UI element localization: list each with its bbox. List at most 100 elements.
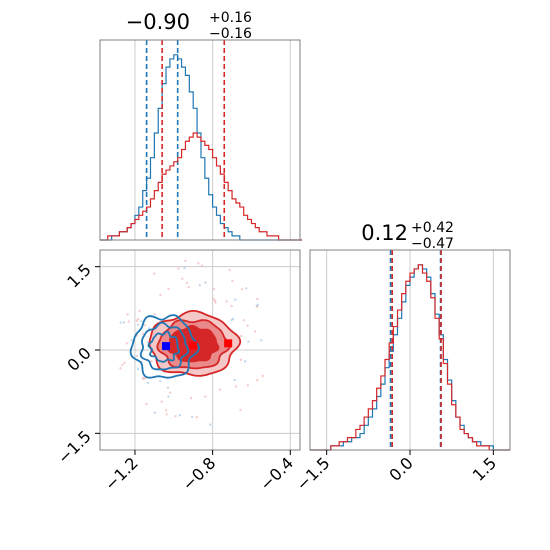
scatter-point bbox=[243, 360, 247, 363]
joint-contour-panel: −1.2 −0.8 −0.4 1.5 0.0 −1.5 bbox=[54, 249, 301, 494]
scatter-point bbox=[190, 415, 194, 419]
histogram-step-series-1 bbox=[310, 264, 510, 451]
scatter-point bbox=[145, 402, 148, 406]
scatter-point bbox=[127, 320, 130, 323]
scatter-point bbox=[225, 300, 228, 303]
scatter-point bbox=[239, 358, 243, 361]
scatter-point bbox=[153, 313, 156, 316]
scatter-point bbox=[183, 266, 186, 270]
scatter-point bbox=[239, 334, 243, 338]
title-x-sub: −0.16 bbox=[209, 26, 252, 42]
x-tick-label: 0.0 bbox=[385, 453, 416, 484]
scatter-point bbox=[136, 367, 140, 371]
scatter-point bbox=[122, 321, 126, 324]
y-tick-label: 0.0 bbox=[63, 343, 94, 374]
scatter-point bbox=[228, 268, 231, 272]
scatter-point bbox=[169, 391, 172, 394]
scatter-point bbox=[140, 319, 143, 323]
title-y: 0.12 +0.42 −0.47 bbox=[361, 220, 454, 252]
y-tick-label: −1.5 bbox=[54, 427, 95, 468]
scatter-point bbox=[204, 281, 207, 284]
scatter-point bbox=[119, 321, 122, 324]
scatter-point bbox=[123, 361, 126, 364]
scatter-point bbox=[209, 423, 212, 426]
scatter-point bbox=[235, 385, 238, 388]
scatter-point bbox=[181, 277, 184, 280]
scatter-point bbox=[212, 297, 215, 301]
title-x: −0.90 +0.16 −0.16 bbox=[126, 10, 252, 42]
scatter-point bbox=[245, 287, 248, 290]
scatter-point bbox=[256, 378, 259, 382]
scatter-point bbox=[256, 297, 259, 301]
title-y-sup: +0.42 bbox=[411, 220, 454, 236]
title-y-main: 0.12 bbox=[361, 221, 408, 245]
scatter-point bbox=[165, 413, 168, 416]
scatter-point bbox=[184, 259, 187, 263]
scatter-point bbox=[130, 339, 133, 342]
scatter-point bbox=[242, 318, 246, 322]
scatter-point bbox=[246, 384, 249, 387]
blue-contour-2 bbox=[147, 330, 181, 363]
scatter-point bbox=[195, 415, 199, 419]
scatter-point bbox=[261, 374, 265, 378]
scatter-point bbox=[213, 299, 217, 302]
x-tick-label: 1.5 bbox=[469, 453, 500, 484]
scatter-point bbox=[246, 324, 249, 327]
scatter-point bbox=[159, 379, 162, 383]
scatter-point bbox=[135, 319, 139, 323]
scatter-point bbox=[150, 359, 153, 363]
scatter-point bbox=[212, 287, 216, 291]
scatter-point bbox=[260, 339, 263, 342]
scatter-point bbox=[136, 317, 140, 321]
scatter-point bbox=[241, 288, 244, 291]
scatter-point bbox=[167, 395, 170, 398]
scatter-point bbox=[230, 304, 233, 308]
title-y-sub: −0.47 bbox=[411, 236, 454, 252]
scatter-point bbox=[247, 340, 250, 343]
x-tick-label: −0.8 bbox=[179, 453, 220, 494]
scatter-point bbox=[167, 287, 170, 291]
scatter-point bbox=[121, 363, 124, 367]
scatter-point bbox=[119, 367, 122, 370]
scatter-point bbox=[164, 409, 168, 412]
scatter-point bbox=[239, 408, 242, 412]
scatter-point bbox=[126, 313, 129, 316]
scatter-point bbox=[135, 354, 139, 357]
scatter-point bbox=[218, 388, 222, 391]
blue-center-marker bbox=[162, 342, 171, 351]
x-tick-label: −1.2 bbox=[101, 453, 142, 494]
scatter-point bbox=[255, 305, 259, 308]
scatter-point bbox=[153, 411, 157, 414]
scatter-point bbox=[200, 264, 204, 267]
blue-contour-0 bbox=[129, 314, 200, 379]
title-x-main: −0.90 bbox=[126, 10, 190, 34]
scatter-point bbox=[160, 400, 164, 403]
histogram-panel-y: −1.5 0.0 1.5 bbox=[293, 249, 511, 494]
scatter-point bbox=[234, 298, 237, 301]
scatter-point bbox=[185, 281, 189, 284]
x-tick-label: −1.5 bbox=[293, 453, 334, 494]
scatter-point bbox=[256, 303, 260, 306]
scatter-point bbox=[231, 317, 235, 321]
scatter-point bbox=[159, 293, 162, 297]
red-center-marker-0 bbox=[189, 341, 198, 350]
panel-frame bbox=[99, 39, 301, 241]
title-x-sup: +0.16 bbox=[209, 10, 252, 26]
scatter-point bbox=[174, 415, 177, 418]
scatter-point bbox=[136, 323, 140, 326]
scatter-point bbox=[254, 330, 257, 333]
scatter-point bbox=[189, 396, 193, 400]
scatter-point bbox=[141, 377, 145, 381]
histogram-panel-x bbox=[99, 39, 302, 241]
scatter-point bbox=[153, 272, 156, 275]
scatter-point bbox=[197, 262, 200, 265]
scatter-point bbox=[231, 279, 234, 283]
scatter-point bbox=[204, 395, 207, 398]
red-center-marker-1 bbox=[224, 339, 233, 348]
blue-contour-1 bbox=[139, 321, 190, 371]
joint-plot-area bbox=[100, 250, 300, 450]
scatter-point bbox=[233, 378, 236, 382]
scatter-point bbox=[214, 301, 217, 304]
y-tick-label: 1.5 bbox=[63, 260, 94, 291]
